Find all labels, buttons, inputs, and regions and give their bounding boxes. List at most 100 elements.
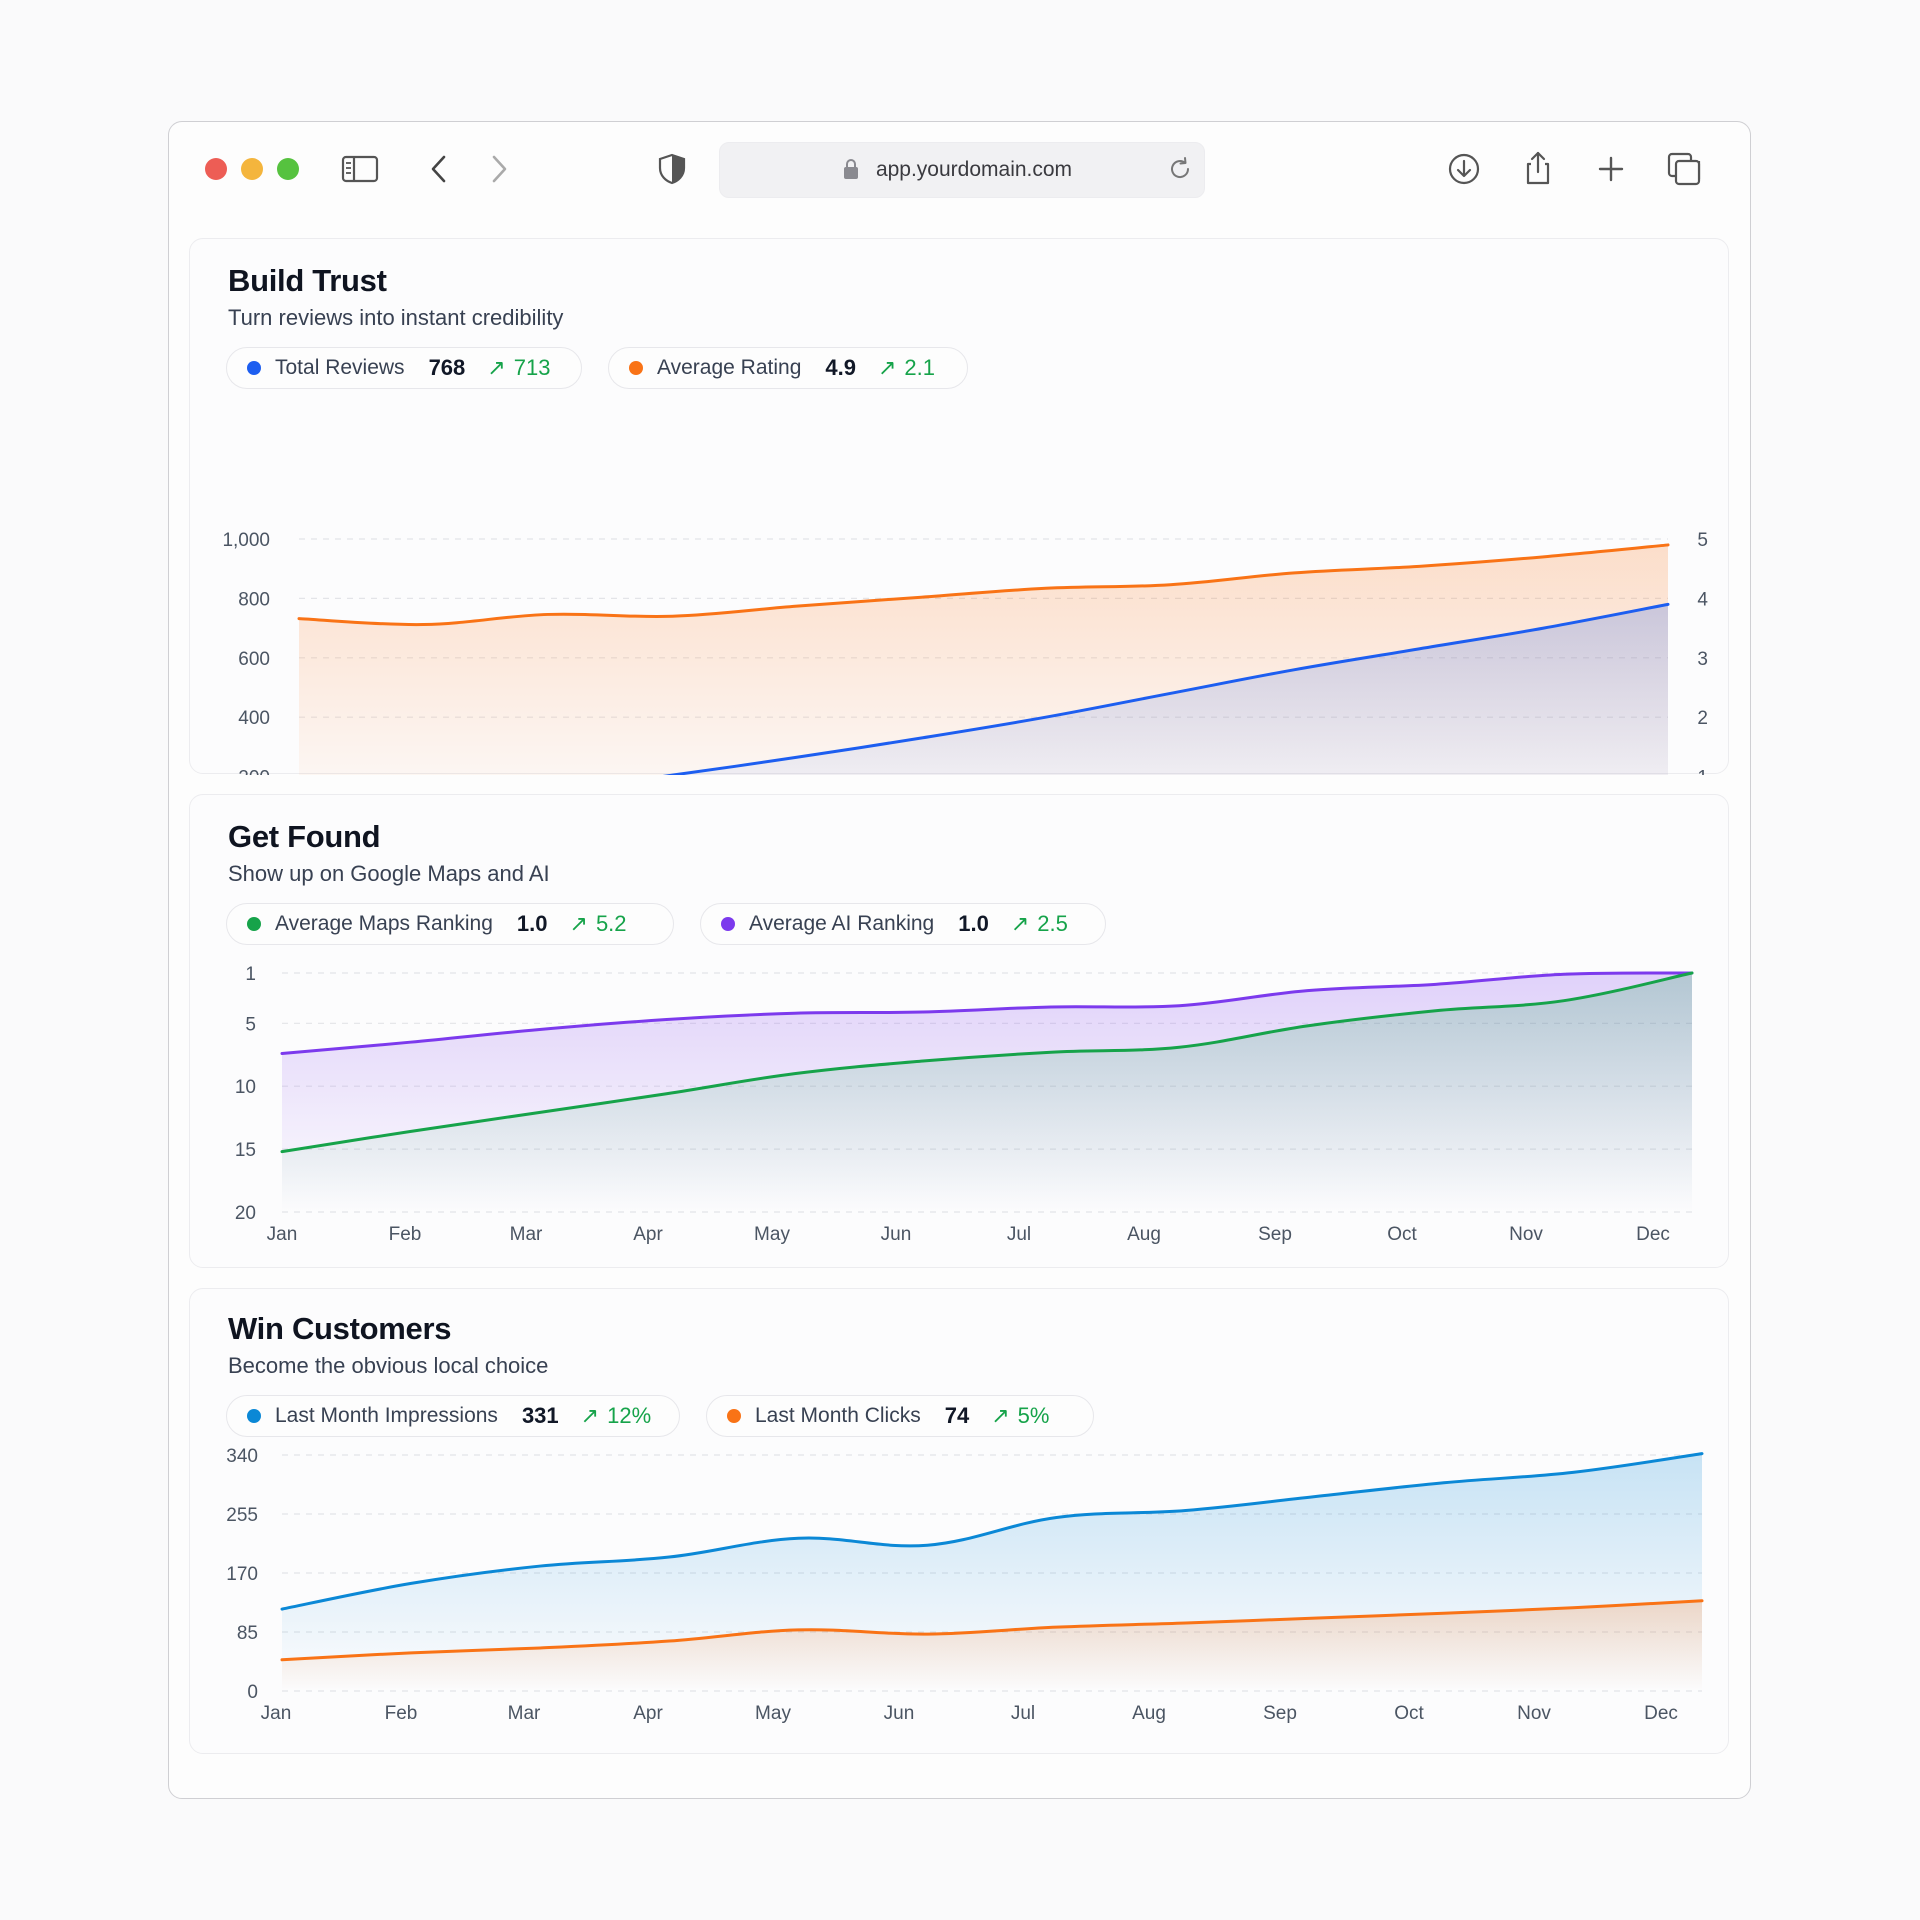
legend-dot — [247, 361, 261, 375]
metric-value: 768 — [428, 355, 466, 380]
close-window-button[interactable] — [205, 158, 227, 180]
card-title: Win Customers — [228, 1311, 452, 1346]
x-tick-label: Jul — [1007, 1224, 1031, 1245]
x-tick-label: Oct — [1394, 1703, 1424, 1724]
y-tick-label: 600 — [238, 649, 270, 670]
x-tick-label: Oct — [1387, 1224, 1417, 1245]
series-area — [282, 973, 1692, 1212]
y-tick-label: 1 — [245, 964, 256, 985]
series-line — [280, 971, 1694, 1154]
legend-dot — [247, 917, 261, 931]
metric-delta: 2.1 — [904, 355, 935, 380]
y-tick-label: 800 — [238, 589, 270, 610]
y-tick-label: 20 — [235, 1203, 256, 1224]
x-tick-label: Dec — [1636, 1224, 1670, 1245]
metric-value: 331 — [521, 1403, 559, 1428]
y-right-tick-label: 2 — [1697, 708, 1708, 729]
trend-up-icon: ↗ — [487, 355, 506, 380]
card-subtitle: Turn reviews into instant credibility — [228, 305, 564, 330]
legend-dot — [721, 917, 735, 931]
build-trust-card: Build Trust Turn reviews into instant cr… — [189, 238, 1729, 775]
x-tick-label: Sep — [1258, 1224, 1292, 1245]
metric-last-month-clicks[interactable]: Last Month Clicks 74 ↗ 5% — [706, 1395, 1094, 1437]
x-tick-label: Jun — [881, 1224, 912, 1245]
x-tick-label: Feb — [385, 1703, 418, 1724]
x-tick-label: Jan — [267, 1224, 298, 1245]
y-right-tick-label: 1 — [1697, 768, 1708, 775]
metric-label: Average Rating — [657, 356, 802, 379]
series-line — [280, 1599, 1704, 1662]
metric-delta: 713 — [513, 355, 551, 380]
privacy-shield-icon[interactable] — [651, 148, 693, 190]
metric-value: 4.9 — [825, 355, 856, 380]
x-tick-label: Mar — [510, 1224, 543, 1245]
x-tick-label: May — [755, 1703, 791, 1724]
x-tick-label: Jan — [261, 1703, 292, 1724]
tab-overview-icon[interactable] — [1663, 148, 1705, 190]
y-tick-label: 170 — [226, 1564, 258, 1585]
metric-average-rating[interactable]: Average Rating 4.9 ↗ 2.1 — [608, 347, 968, 389]
x-tick-label: Jun — [884, 1703, 915, 1724]
series-area — [282, 1600, 1702, 1691]
x-tick-label: Aug — [1132, 1703, 1166, 1724]
series-line — [662, 602, 1670, 775]
series-line — [280, 971, 1694, 1056]
x-tick-label: Mar — [508, 1703, 541, 1724]
metric-average-ai-ranking[interactable]: Average AI Ranking 1.0 ↗ 2.5 — [700, 903, 1106, 945]
x-tick-label: Feb — [389, 1224, 422, 1245]
back-icon[interactable] — [419, 148, 461, 190]
legend-dot — [247, 1409, 261, 1423]
y-tick-label: 1,000 — [222, 530, 270, 551]
download-icon[interactable] — [1443, 148, 1485, 190]
y-tick-label: 340 — [226, 1446, 258, 1467]
y-tick-label: 200 — [238, 768, 270, 775]
metric-average-maps-ranking[interactable]: Average Maps Ranking 1.0 ↗ 5.2 — [226, 903, 674, 945]
legend-dot — [629, 361, 643, 375]
x-tick-label: Nov — [1509, 1224, 1543, 1245]
metric-label: Last Month Clicks — [755, 1404, 921, 1427]
metric-label: Total Reviews — [275, 356, 405, 379]
trend-up-icon: ↗ — [569, 911, 588, 936]
new-tab-icon[interactable] — [1590, 148, 1632, 190]
y-tick-label: 10 — [235, 1077, 256, 1098]
x-tick-label: Sep — [1263, 1703, 1297, 1724]
y-tick-label: 255 — [226, 1505, 258, 1526]
card-subtitle: Show up on Google Maps and AI — [228, 861, 550, 886]
y-tick-label: 0 — [247, 1682, 258, 1703]
y-tick-label: 85 — [237, 1623, 258, 1644]
metric-total-reviews[interactable]: Total Reviews 768 ↗ 713 — [226, 347, 582, 389]
metric-label: Average AI Ranking — [749, 912, 935, 935]
win-customers-card: Win Customers Become the obvious local c… — [189, 1288, 1729, 1754]
metric-value: 74 — [944, 1403, 970, 1428]
trend-up-icon: ↗ — [991, 1403, 1010, 1428]
metric-last-month-impressions[interactable]: Last Month Impressions 331 ↗ 12% — [226, 1395, 680, 1437]
metric-delta: 5.2 — [595, 911, 627, 936]
y-right-tick-label: 4 — [1697, 589, 1708, 610]
forward-icon[interactable] — [477, 148, 519, 190]
y-right-tick-label: 3 — [1697, 649, 1708, 670]
y-tick-label: 5 — [245, 1014, 256, 1035]
metric-delta: 2.5 — [1037, 911, 1068, 936]
metric-value: 1.0 — [958, 911, 989, 936]
x-tick-label: Nov — [1517, 1703, 1551, 1724]
trend-up-icon: ↗ — [580, 1403, 600, 1428]
metric-value: 1.0 — [516, 911, 548, 936]
maximize-window-button[interactable] — [277, 158, 299, 180]
address-bar[interactable]: app.yourdomain.com — [719, 142, 1205, 198]
x-tick-label: Dec — [1644, 1703, 1678, 1724]
series-area — [673, 604, 1668, 775]
legend-dot — [727, 1409, 741, 1423]
metric-label: Average Maps Ranking — [275, 912, 493, 935]
sidebar-toggle-icon[interactable] — [339, 148, 381, 190]
x-tick-label: Apr — [633, 1703, 663, 1724]
y-tick-label: 400 — [238, 708, 270, 729]
reload-icon[interactable] — [1164, 153, 1196, 185]
card-title: Get Found — [228, 819, 381, 854]
minimize-window-button[interactable] — [241, 158, 263, 180]
share-icon[interactable] — [1517, 148, 1559, 190]
x-tick-label: Apr — [633, 1224, 663, 1245]
trend-up-icon: ↗ — [877, 355, 897, 380]
series-line — [280, 1452, 1704, 1611]
